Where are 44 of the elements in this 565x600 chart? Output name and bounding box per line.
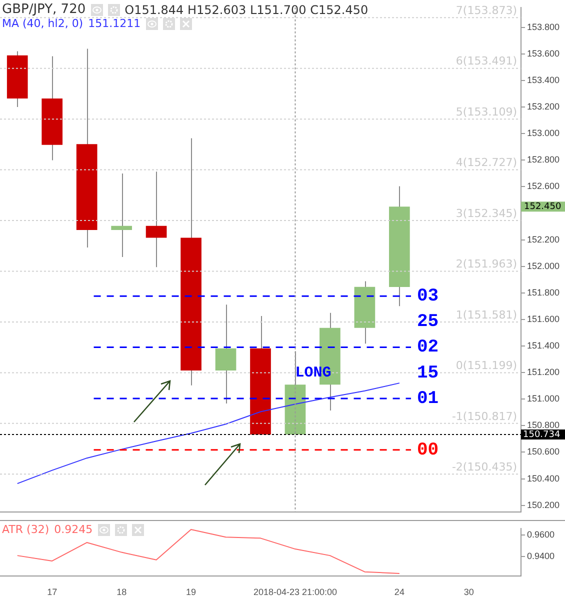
y-tick-label: 152.800 <box>527 154 560 165</box>
text: 152.450 <box>524 202 562 212</box>
candlestick <box>111 173 132 258</box>
chart-title: GBP/JPY, 720 <box>2 2 86 17</box>
y-tick-label: 150.600 <box>527 446 560 457</box>
y-tick-label: 0.9600 <box>527 529 555 540</box>
y-tick-label: 151.200 <box>527 367 560 378</box>
y-tick-label: 153.600 <box>527 48 560 58</box>
ref-line-label: 150.734 <box>523 430 560 440</box>
y-tick-label: 150.800 <box>527 420 560 430</box>
annotation: 00 <box>417 440 439 460</box>
annotation: 151.1211 <box>88 17 141 30</box>
annotation: 15 <box>417 363 439 384</box>
x-tick-label: 2018-04-23 21:00:00 <box>253 587 338 598</box>
y-tick-label: 150.200 <box>527 500 560 510</box>
y-tick-label: 152.600 <box>527 181 560 192</box>
y-tick-label: 150.400 <box>527 473 560 484</box>
x-tick-label: 18 <box>116 587 127 598</box>
annotation: 03 <box>417 286 439 307</box>
x-tick-label: 19 <box>186 587 196 598</box>
candlestick <box>146 171 167 268</box>
y-tick-label: 152.200 <box>527 234 560 244</box>
y-tick-label: 0.9400 <box>527 551 555 562</box>
y-tick-label: 151.800 <box>527 287 560 298</box>
y-tick-label: 153.000 <box>527 128 560 138</box>
x-tick-label: 24 <box>394 587 404 598</box>
chart-subtitle: O151.844 H152.603 L151.700 C152.450 <box>124 2 368 16</box>
x-tick-label: 30 <box>464 587 474 598</box>
annotation: 25 <box>417 312 439 332</box>
annotation: 0.9245 <box>54 523 93 536</box>
annotation: 01 <box>417 388 439 409</box>
y-tick-label: 151.000 <box>527 394 560 404</box>
annotation: LONG <box>295 364 332 382</box>
x-tick-label: 17 <box>47 587 58 598</box>
y-tick-label: 153.400 <box>527 74 560 85</box>
y-tick-label: 153.200 <box>527 101 560 112</box>
y-tick-label: 152.000 <box>527 260 560 271</box>
y-tick-label: 151.400 <box>527 340 560 350</box>
candlestick <box>215 304 236 404</box>
annotation: 02 <box>417 338 439 358</box>
y-tick-label: 153.800 <box>527 22 560 32</box>
y-tick-label: 151.600 <box>527 314 560 324</box>
text: ATR (32) <box>2 523 50 536</box>
text: MA (40, hl2, 0) <box>2 17 84 30</box>
